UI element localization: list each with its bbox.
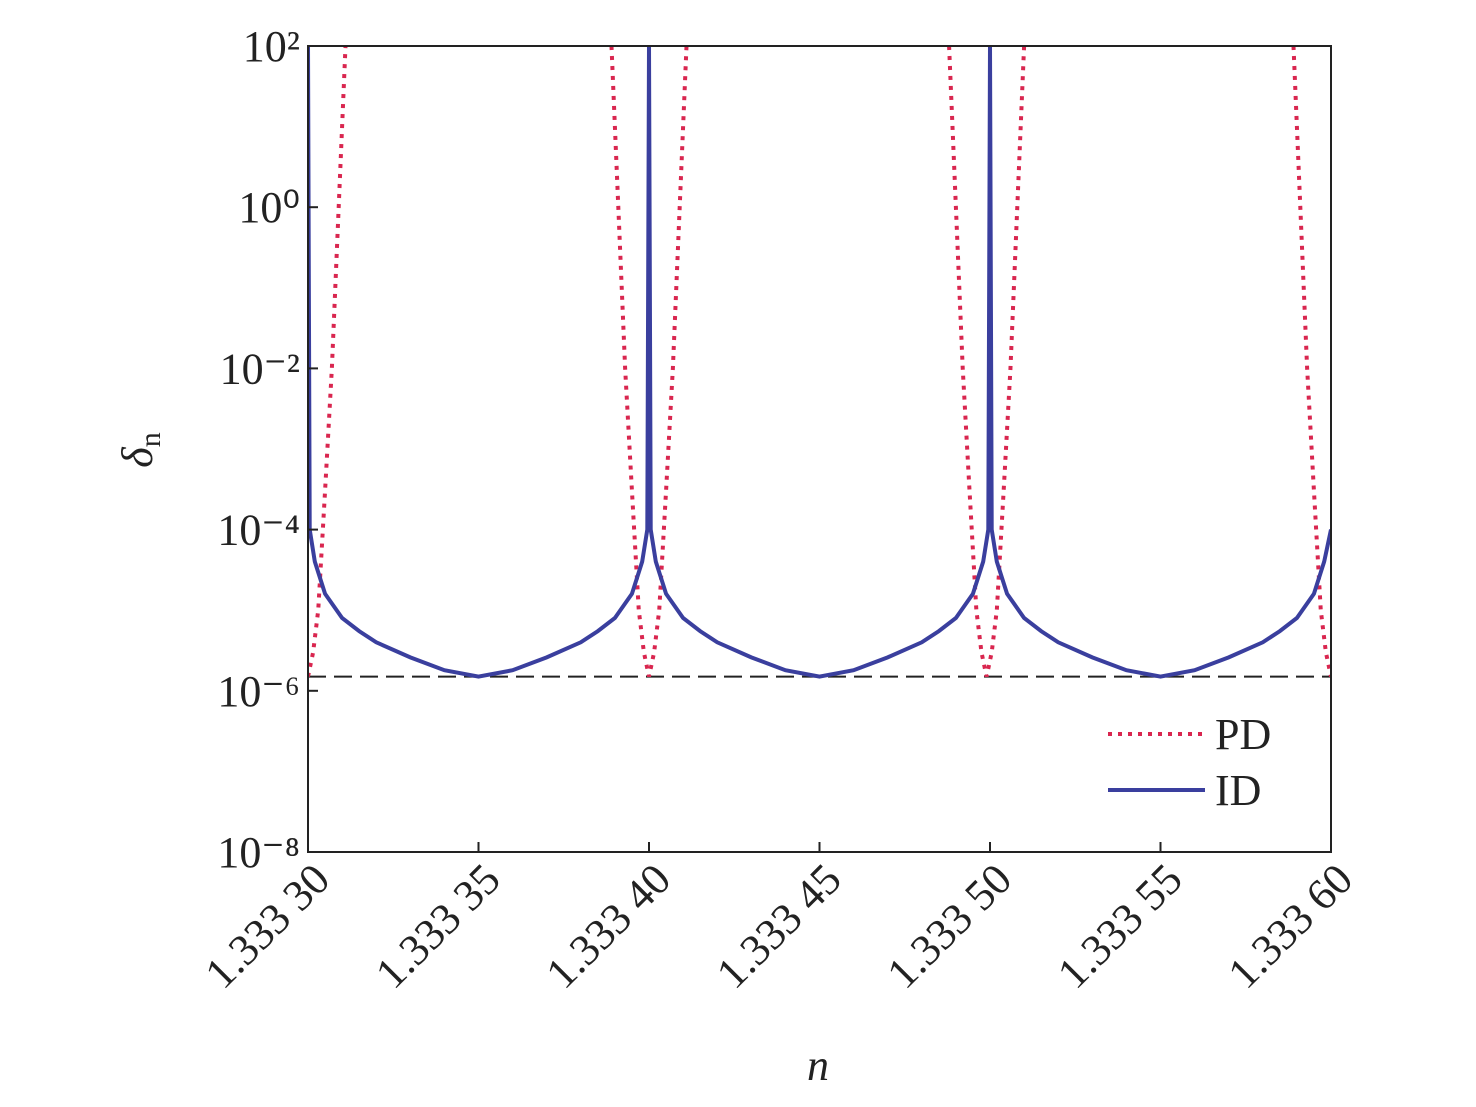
y-tick-label: 10⁰ bbox=[238, 183, 300, 232]
legend-label: ID bbox=[1215, 766, 1261, 815]
y-axis-label-main: δ bbox=[113, 446, 162, 468]
x-tick-label: 1.333 50 bbox=[878, 854, 1022, 998]
y-axis-label-sub: n bbox=[134, 432, 167, 447]
x-tick-label: 1.333 45 bbox=[707, 854, 851, 998]
x-tick-label: 1.333 40 bbox=[537, 854, 681, 998]
x-tick-label: 1.333 35 bbox=[366, 854, 510, 998]
y-tick-label: 10⁻² bbox=[220, 344, 300, 393]
x-axis-label: n bbox=[807, 1041, 829, 1090]
y-tick-label: 10² bbox=[243, 22, 300, 71]
y-tick-label: 10⁻⁶ bbox=[217, 667, 300, 716]
y-axis-label: δn bbox=[113, 432, 167, 467]
plot-frame bbox=[307, 45, 1332, 853]
series-line bbox=[308, 46, 1331, 678]
x-tick-label: 1.333 55 bbox=[1048, 854, 1192, 998]
series-line bbox=[308, 46, 1331, 679]
x-tick-label: 1.333 60 bbox=[1219, 854, 1363, 998]
y-tick-label: 10⁻⁸ bbox=[217, 828, 300, 877]
plot-area bbox=[308, 46, 1331, 679]
y-tick-label: 10⁻⁴ bbox=[217, 506, 300, 555]
legend-label: PD bbox=[1215, 710, 1271, 759]
